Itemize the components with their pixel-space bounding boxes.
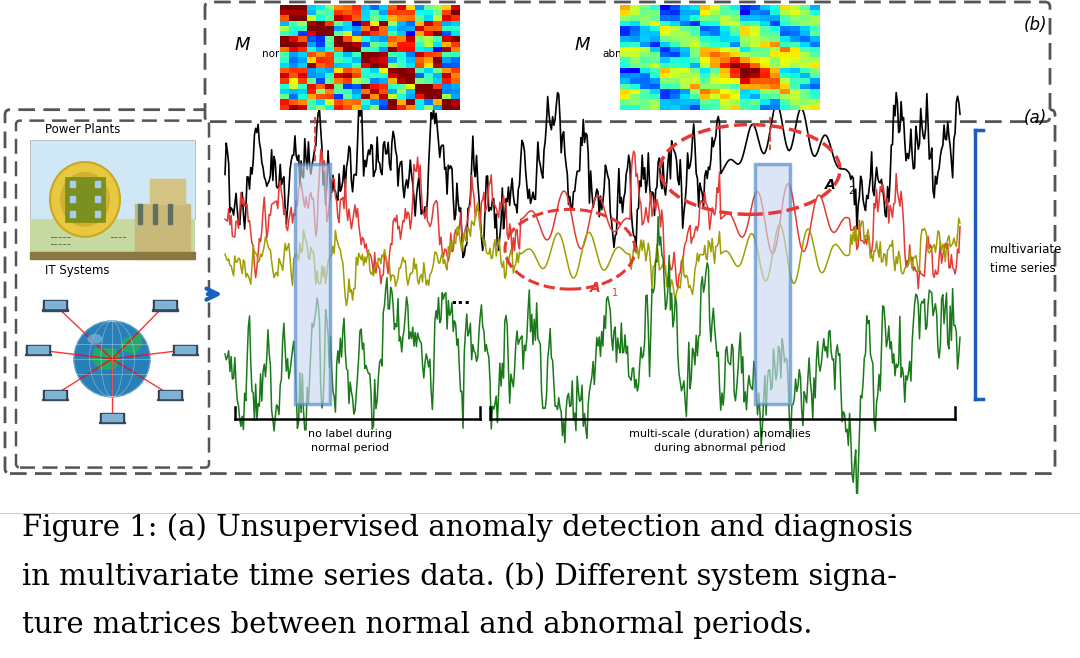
Polygon shape: [45, 301, 65, 308]
Text: IT Systems: IT Systems: [45, 264, 109, 277]
Polygon shape: [70, 182, 75, 188]
Polygon shape: [95, 196, 100, 203]
Polygon shape: [26, 345, 50, 354]
Polygon shape: [95, 211, 100, 217]
Polygon shape: [25, 354, 51, 355]
Polygon shape: [153, 205, 157, 224]
Polygon shape: [70, 196, 75, 203]
Text: M: M: [235, 36, 251, 54]
Polygon shape: [153, 300, 177, 309]
FancyBboxPatch shape: [65, 178, 105, 222]
Polygon shape: [99, 422, 125, 423]
FancyBboxPatch shape: [5, 110, 1055, 474]
Text: (a): (a): [1024, 109, 1047, 126]
Text: abnormal: abnormal: [602, 49, 651, 59]
Text: in multivariate time series data. (b) Different system signa-: in multivariate time series data. (b) Di…: [22, 563, 896, 592]
Ellipse shape: [87, 334, 103, 344]
Text: ...: ...: [449, 290, 470, 308]
Polygon shape: [43, 300, 67, 309]
Polygon shape: [173, 345, 197, 354]
Polygon shape: [138, 205, 141, 224]
Polygon shape: [172, 354, 198, 355]
Polygon shape: [135, 205, 190, 259]
Polygon shape: [42, 309, 68, 311]
Text: A: A: [825, 178, 836, 192]
Polygon shape: [160, 391, 180, 398]
Polygon shape: [168, 205, 172, 224]
Polygon shape: [30, 252, 195, 259]
Polygon shape: [28, 345, 48, 353]
Polygon shape: [45, 391, 65, 398]
Text: normal: normal: [262, 49, 299, 59]
Text: 1: 1: [612, 288, 618, 298]
Text: ture matrices between normal and abnormal periods.: ture matrices between normal and abnorma…: [22, 611, 812, 639]
Ellipse shape: [50, 162, 120, 237]
Polygon shape: [157, 399, 183, 400]
Polygon shape: [70, 211, 75, 217]
Text: multi-scale (duration) anomalies
during abnormal period: multi-scale (duration) anomalies during …: [630, 429, 811, 453]
Polygon shape: [102, 413, 122, 421]
Text: Power Plants: Power Plants: [45, 122, 120, 136]
Ellipse shape: [60, 172, 110, 227]
Text: ─ ─ ─ ─ ─: ─ ─ ─ ─ ─: [50, 236, 70, 240]
FancyBboxPatch shape: [30, 139, 195, 219]
Polygon shape: [100, 413, 124, 422]
Text: A: A: [590, 281, 600, 295]
Circle shape: [75, 321, 150, 397]
Polygon shape: [158, 390, 183, 399]
Text: ─ ─ ─ ─ ─: ─ ─ ─ ─ ─: [50, 242, 70, 247]
Text: M: M: [575, 36, 591, 54]
Bar: [295, 164, 330, 404]
Polygon shape: [42, 399, 68, 400]
Polygon shape: [150, 180, 185, 205]
Text: multivariate
time series: multivariate time series: [990, 243, 1063, 275]
Polygon shape: [92, 349, 120, 369]
Bar: [755, 164, 789, 404]
FancyBboxPatch shape: [205, 2, 1050, 122]
Polygon shape: [43, 390, 67, 399]
Polygon shape: [175, 345, 195, 353]
Text: (b): (b): [1023, 16, 1047, 34]
Text: ─ ─ ─ ─: ─ ─ ─ ─: [110, 236, 126, 240]
FancyBboxPatch shape: [30, 219, 195, 259]
FancyBboxPatch shape: [16, 120, 210, 468]
Polygon shape: [95, 182, 100, 188]
Text: no label during
normal period: no label during normal period: [308, 429, 392, 453]
Polygon shape: [156, 301, 175, 308]
Text: Figure 1: (a) Unsupervised anomaly detection and diagnosis: Figure 1: (a) Unsupervised anomaly detec…: [22, 513, 913, 542]
Text: 2: 2: [848, 186, 854, 196]
Polygon shape: [120, 334, 141, 354]
Polygon shape: [152, 309, 178, 311]
